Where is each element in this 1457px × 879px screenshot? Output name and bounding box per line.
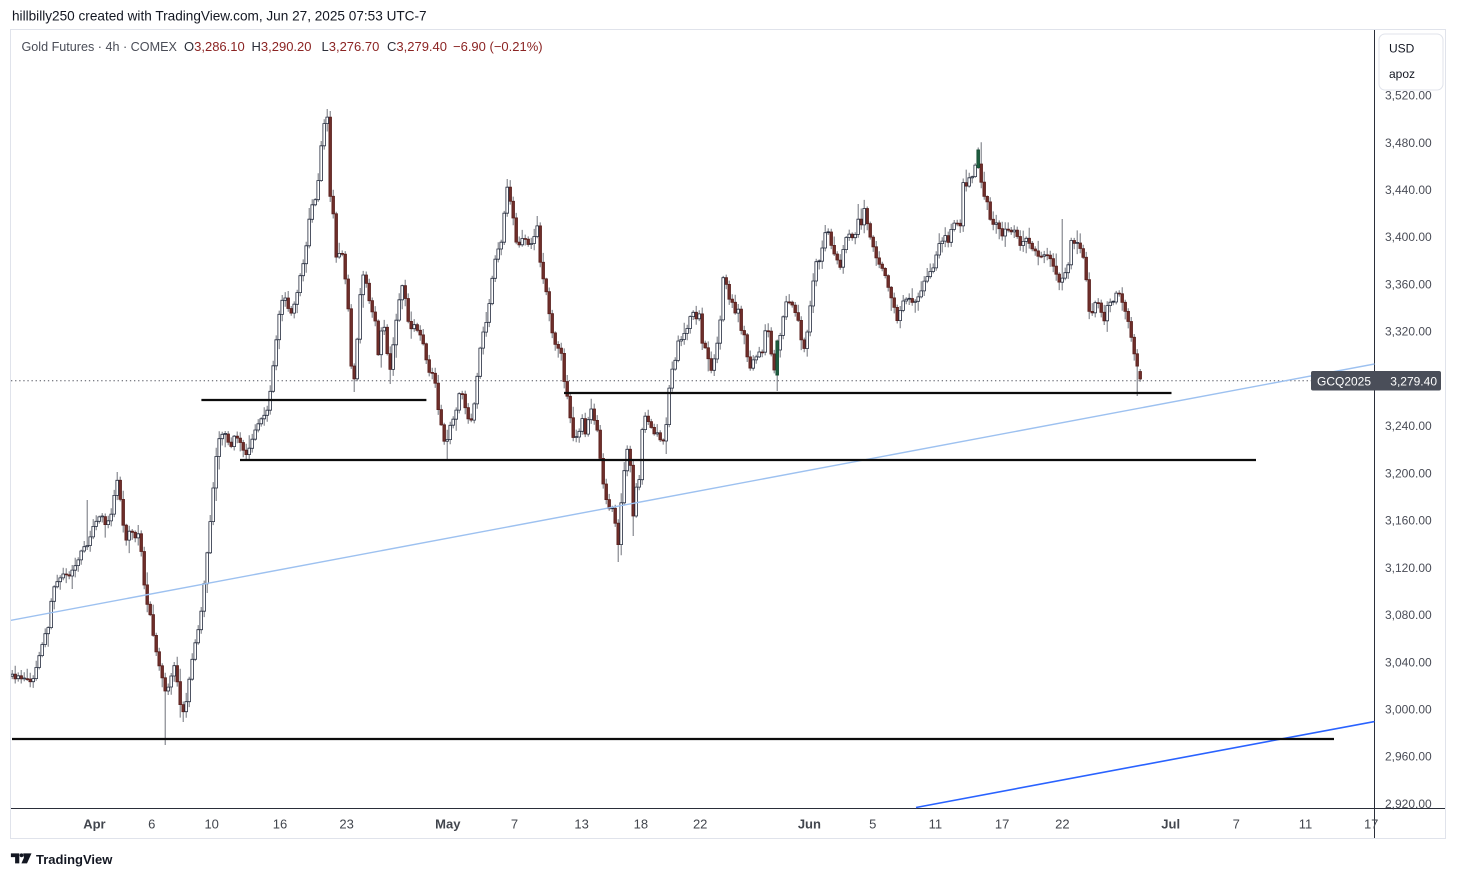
svg-text:13: 13 xyxy=(574,817,588,832)
svg-text:Apr: Apr xyxy=(83,817,105,832)
svg-text:3,440.00: 3,440.00 xyxy=(1385,183,1432,197)
svg-text:3,200.00: 3,200.00 xyxy=(1385,466,1432,480)
svg-text:3,360.00: 3,360.00 xyxy=(1385,277,1432,291)
svg-text:Jun: Jun xyxy=(798,817,821,832)
svg-text:3,480.00: 3,480.00 xyxy=(1385,136,1432,150)
svg-text:5: 5 xyxy=(869,817,876,832)
svg-text:22: 22 xyxy=(693,817,707,832)
svg-text:3,120.00: 3,120.00 xyxy=(1385,561,1432,575)
svg-text:11: 11 xyxy=(929,817,943,832)
svg-text:17: 17 xyxy=(1364,817,1378,832)
svg-text:Jul: Jul xyxy=(1161,817,1180,832)
svg-text:3,080.00: 3,080.00 xyxy=(1385,608,1432,622)
svg-text:3,400.00: 3,400.00 xyxy=(1385,230,1432,244)
svg-text:L3,276.70: L3,276.70 xyxy=(322,39,380,54)
svg-text:hillbilly250 created with Trad: hillbilly250 created with TradingView.co… xyxy=(12,9,427,24)
svg-text:TradingView: TradingView xyxy=(36,852,113,867)
svg-text:16: 16 xyxy=(273,817,287,832)
svg-text:2,960.00: 2,960.00 xyxy=(1385,750,1432,764)
svg-text:3,520.00: 3,520.00 xyxy=(1385,89,1432,103)
svg-text:C3,279.40: C3,279.40 xyxy=(387,39,447,54)
svg-text:22: 22 xyxy=(1055,817,1069,832)
svg-text:3,240.00: 3,240.00 xyxy=(1385,419,1432,433)
svg-text:3,320.00: 3,320.00 xyxy=(1385,325,1432,339)
svg-text:11: 11 xyxy=(1299,817,1313,832)
svg-text:USD: USD xyxy=(1389,42,1415,56)
svg-text:17: 17 xyxy=(995,817,1009,832)
svg-text:6: 6 xyxy=(148,817,155,832)
svg-text:18: 18 xyxy=(634,817,648,832)
svg-text:May: May xyxy=(435,817,461,832)
svg-text:23: 23 xyxy=(339,817,353,832)
svg-text:Gold Futures · 4h · COMEX: Gold Futures · 4h · COMEX xyxy=(22,40,178,54)
svg-text:10: 10 xyxy=(204,817,218,832)
svg-text:2,920.00: 2,920.00 xyxy=(1385,797,1432,811)
svg-text:−6.90 (−0.21%): −6.90 (−0.21%) xyxy=(453,39,543,54)
svg-text:3,000.00: 3,000.00 xyxy=(1385,703,1432,717)
svg-text:3,160.00: 3,160.00 xyxy=(1385,514,1432,528)
svg-text:GCQ2025: GCQ2025 xyxy=(1317,374,1371,388)
svg-text:7: 7 xyxy=(511,817,518,832)
svg-text:apoz: apoz xyxy=(1389,67,1415,81)
svg-text:3,279.40: 3,279.40 xyxy=(1390,374,1437,388)
svg-text:3,040.00: 3,040.00 xyxy=(1385,655,1432,669)
svg-text:H3,290.20: H3,290.20 xyxy=(252,39,312,54)
svg-text:7: 7 xyxy=(1233,817,1240,832)
svg-text:O3,286.10: O3,286.10 xyxy=(184,39,245,54)
